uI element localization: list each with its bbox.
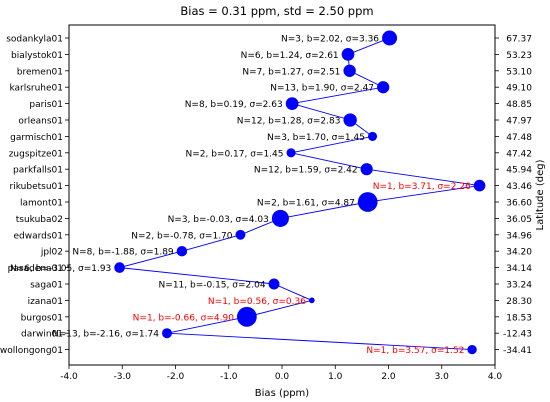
- data-label: N=1, b=3.71, σ=2.26: [373, 182, 471, 192]
- y-tick-label-site: tsukuba02: [16, 215, 63, 225]
- data-marks: N=3, b=2.02, σ=3.36 N=6, b=1.24, σ=2.61 N=…: [10, 30, 486, 356]
- y-tick-label-site: garmisch01: [10, 133, 63, 143]
- data-label: N=1, b=0.56, σ=0.36: [208, 297, 306, 307]
- y-tick-label-latitude: 34.20: [506, 248, 532, 258]
- data-point: [285, 97, 299, 110]
- data-point: [360, 163, 373, 176]
- data-point: [268, 278, 280, 290]
- x-tick-label: -2.0: [167, 372, 185, 382]
- data-point: [114, 262, 125, 273]
- data-point: [357, 192, 378, 212]
- y-axis-right-ticks: 67.37 53.23 53.10 49.10 48.85 47.97 47.48 47.42…: [495, 35, 532, 356]
- y-axis-left-ticks: sodankyla01 bialystok01 bremen01 karlsruhe0…: [0, 35, 69, 356]
- x-axis-ticks: -4.0 -3.0 -2.0 -1.0 0.0 1.0 2.0 3.0 4.0: [60, 365, 502, 382]
- y-tick-label-latitude: -34.41: [503, 346, 532, 356]
- data-label: N=3, b=-0.03, σ=4.03: [168, 215, 269, 225]
- data-label: N=2, b=0.17, σ=1.45: [185, 149, 283, 159]
- y-tick-label-latitude: 34.14: [506, 264, 532, 274]
- y-tick-label-latitude: 53.10: [506, 67, 532, 77]
- y-tick-label-site: pasadena01: [8, 264, 63, 274]
- y-tick-label-latitude: 47.42: [506, 149, 532, 159]
- data-label: N=1, b=3.57, σ=1.52: [366, 346, 464, 356]
- series-line: [119, 37, 480, 351]
- data-point: [377, 81, 390, 94]
- y-tick-label-latitude: 49.10: [506, 84, 532, 94]
- y-tick-label-site: izana01: [28, 297, 63, 307]
- data-label: N=1, b=-0.66, σ=4.90: [133, 313, 235, 323]
- y-tick-label-latitude: -12.43: [503, 330, 532, 340]
- data-point: [161, 328, 172, 339]
- data-label: N=13, b=1.90, σ=2.47: [270, 84, 374, 94]
- y-tick-label-site: orleans01: [18, 117, 63, 127]
- y-tick-label-latitude: 43.46: [506, 182, 532, 192]
- y-tick-label-site: sodankyla01: [6, 35, 63, 45]
- data-point: [467, 344, 477, 355]
- data-point: [367, 131, 378, 141]
- data-label: N=13, b=-2.16, σ=1.74: [52, 330, 159, 340]
- y-tick-label-site: wollongong01: [0, 346, 63, 356]
- y-tick-label-latitude: 34.96: [506, 231, 532, 241]
- data-label: N=6, b=-3.05, σ=1.93: [10, 264, 111, 274]
- y-tick-label-site: paris01: [29, 100, 63, 110]
- data-point: [343, 113, 357, 127]
- data-label: N=12, b=1.59, σ=2.42: [254, 166, 358, 176]
- x-tick-label: 0.0: [275, 372, 290, 382]
- y-tick-label-site: saga01: [30, 281, 63, 291]
- data-point: [343, 64, 356, 77]
- y-tick-label-site: jpl02: [40, 248, 63, 258]
- data-label: N=6, b=1.24, σ=2.61: [241, 51, 339, 61]
- data-label: N=2, b=-0.78, σ=1.70: [131, 231, 233, 241]
- y-tick-label-latitude: 36.60: [506, 199, 532, 209]
- y-tick-label-latitude: 36.05: [506, 215, 532, 225]
- y-tick-label-site: parkfalls01: [13, 166, 63, 176]
- data-point: [235, 229, 246, 240]
- x-tick-label: 3.0: [435, 372, 450, 382]
- y-tick-label-latitude: 33.24: [506, 281, 532, 291]
- y-tick-label-latitude: 45.94: [506, 166, 532, 176]
- data-label: N=12, b=1.28, σ=2.83: [237, 117, 341, 127]
- y-tick-label-latitude: 47.48: [506, 133, 532, 143]
- x-tick-label: 1.0: [328, 372, 343, 382]
- chart-title: Bias = 0.31 ppm, std = 2.50 ppm: [180, 4, 373, 18]
- y-tick-label-site: karlsruhe01: [9, 84, 63, 94]
- y-tick-label-site: edwards01: [13, 231, 63, 241]
- y-tick-label-latitude: 47.97: [506, 117, 532, 127]
- data-point: [341, 48, 355, 61]
- y-tick-label-site: lamont01: [20, 199, 63, 209]
- y-tick-label-latitude: 67.37: [506, 35, 532, 45]
- x-tick-label: -3.0: [113, 372, 131, 382]
- x-axis-label: Bias (ppm): [255, 388, 309, 399]
- data-point: [176, 245, 188, 257]
- data-point: [308, 297, 315, 304]
- data-label: N=3, b=1.70, σ=1.45: [267, 133, 365, 143]
- x-tick-label: 2.0: [381, 372, 396, 382]
- y-tick-label-site: burgos01: [21, 313, 63, 323]
- x-tick-label: -4.0: [60, 372, 78, 382]
- y-tick-label-latitude: 48.85: [506, 100, 532, 110]
- x-tick-label: 4.0: [488, 372, 503, 382]
- data-label: N=11, b=-0.15, σ=2.04: [159, 281, 266, 291]
- y-tick-label-site: zugspitze01: [9, 149, 63, 159]
- y-tick-label-latitude: 28.30: [506, 297, 532, 307]
- y-axis-right-label: Latitude (deg): [535, 159, 546, 230]
- y-tick-label-latitude: 53.23: [506, 51, 532, 61]
- y-tick-label-site: bialystok01: [11, 51, 63, 61]
- x-tick-label: -1.0: [220, 372, 238, 382]
- y-tick-label-latitude: 18.53: [506, 313, 532, 323]
- y-tick-label-site: darwin01: [21, 330, 63, 340]
- data-label: N=7, b=1.27, σ=2.51: [242, 67, 340, 77]
- y-tick-label-site: rikubetsu01: [10, 182, 63, 192]
- data-point: [382, 30, 398, 46]
- data-label: N=2, b=1.61, σ=4.87: [257, 199, 355, 209]
- y-tick-label-site: bremen01: [17, 67, 63, 77]
- data-label: N=8, b=0.19, σ=2.63: [185, 100, 283, 110]
- data-point: [271, 209, 289, 227]
- data-point: [473, 179, 486, 192]
- data-label: N=8, b=-1.88, σ=1.89: [72, 248, 174, 258]
- data-point: [286, 148, 296, 158]
- data-label: N=3, b=2.02, σ=3.36: [281, 35, 379, 45]
- data-point: [236, 306, 257, 327]
